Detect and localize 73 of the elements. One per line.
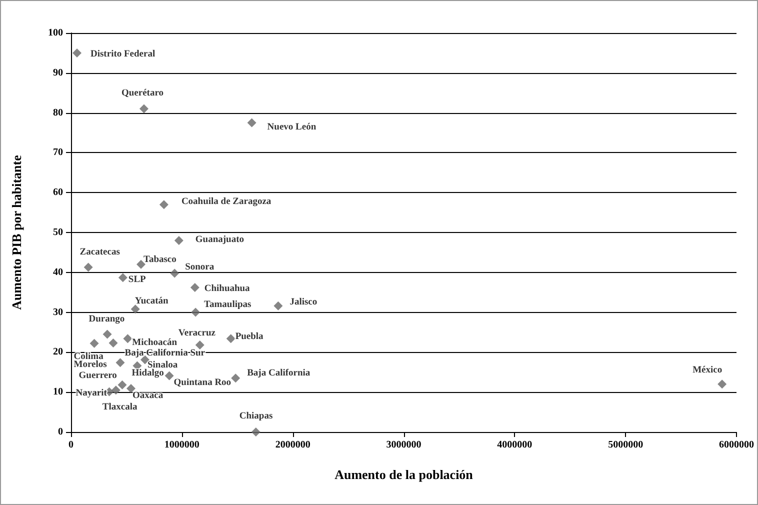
annotation: Tlaxcala: [102, 402, 138, 413]
annotation: Chihuahua: [204, 284, 250, 294]
point: [251, 428, 260, 436]
point: [111, 386, 120, 395]
annotation: Baja California: [247, 368, 310, 379]
point: [231, 374, 240, 383]
annotation: Distrito Federal: [90, 49, 156, 60]
annotation: Nuevo León: [267, 122, 317, 132]
x-tick-label: 3000000: [386, 440, 422, 450]
annotation: Chiapas: [239, 412, 273, 422]
point: [174, 236, 184, 245]
point: [191, 308, 200, 317]
x-tick-label: 2000000: [275, 440, 310, 450]
point: [118, 380, 127, 390]
point: [126, 384, 136, 394]
point: [118, 273, 128, 282]
y-tick-label: 10: [53, 386, 63, 398]
annotation: Coahuila de Zaragoza: [181, 197, 272, 208]
point: [84, 262, 93, 272]
x-tick-label: 0: [68, 440, 74, 450]
y-tick-label: 70: [53, 147, 63, 158]
annotation: Zacatecas: [80, 248, 120, 258]
annotation: Oaxaca: [132, 391, 164, 402]
annotation: Durango: [88, 314, 125, 325]
point: [170, 268, 180, 278]
y-tick-label: 80: [53, 107, 63, 118]
annotation: Michoacán: [132, 338, 178, 348]
point: [130, 304, 140, 314]
y-tick-label: 20: [53, 346, 63, 358]
y-tick-label: 100: [48, 28, 63, 38]
y-tick-label: 30: [53, 306, 63, 318]
point: [139, 104, 148, 114]
point: [274, 301, 283, 310]
annotation: Querétaro: [121, 88, 164, 98]
point: [164, 371, 174, 380]
point: [718, 380, 727, 389]
x-tick-label: 5000000: [608, 440, 644, 450]
point: [123, 334, 132, 344]
annotation: Quintana Roo: [174, 378, 232, 388]
point: [136, 260, 146, 269]
annotation: Hidalgo: [132, 368, 164, 378]
x-axis-title: Aumento de la población: [334, 467, 474, 482]
point: [72, 48, 82, 58]
x-tick-label: 1000000: [164, 440, 200, 450]
annotation: Yucatán: [134, 296, 169, 307]
x-tick-label: 6000000: [719, 440, 754, 450]
y-tick-label: 90: [53, 67, 63, 78]
y-axis-title: Aumento PIB por habitante: [9, 154, 24, 310]
annotation: SLP: [128, 275, 146, 286]
point: [108, 338, 118, 348]
y-tick-label: 40: [53, 266, 63, 278]
annotation: Colima: [74, 352, 104, 362]
annotation: Guerrero: [78, 371, 118, 382]
y-tick-label: 60: [53, 187, 63, 198]
point: [247, 118, 256, 128]
annotation: Veracruz: [178, 328, 216, 339]
point: [116, 358, 125, 368]
x-tick-label: 4000000: [497, 440, 532, 450]
y-tick-label: 0: [58, 426, 63, 438]
point: [159, 200, 168, 210]
y-tick-label: 50: [53, 227, 63, 238]
point: [226, 334, 236, 344]
annotation: México: [692, 366, 722, 376]
point: [190, 283, 200, 292]
annotation: Sonora: [185, 262, 214, 273]
annotation: Tamaulipas: [204, 300, 252, 310]
point: [102, 330, 112, 339]
annotation: Puebla: [235, 332, 264, 342]
annotation: Tabasco: [143, 254, 177, 265]
annotation: Morelos: [74, 360, 108, 370]
point: [90, 338, 99, 348]
annotation: Jalisco: [290, 297, 318, 308]
annotation: Guanajuato: [195, 234, 244, 245]
